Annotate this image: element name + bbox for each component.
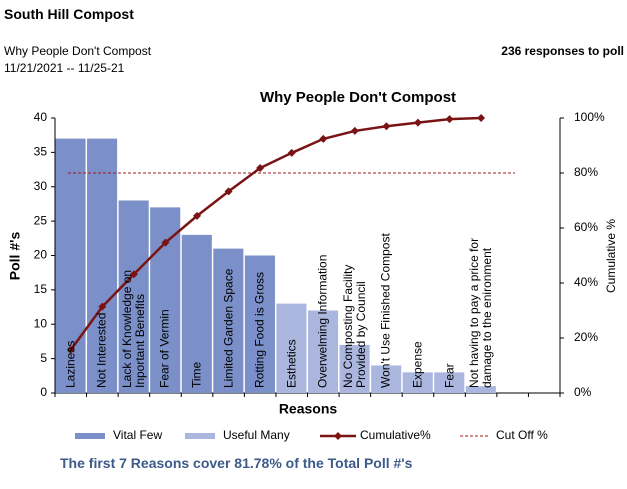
bar <box>276 303 307 393</box>
y-tick-label: 20 <box>34 248 48 262</box>
bar <box>371 365 402 393</box>
bar <box>339 344 370 393</box>
cumulative-point <box>319 134 328 143</box>
bar <box>465 386 496 393</box>
bar <box>213 248 244 393</box>
footer: The first 7 Reasons cover 81.78% of the … <box>60 455 413 471</box>
bar <box>181 234 212 393</box>
x-axis-label: Reasons <box>279 401 338 417</box>
category-label: Rotting Food is Gross <box>252 271 267 388</box>
legend-label: Cut Off % <box>496 428 548 442</box>
y-tick-label: 25 <box>34 213 48 227</box>
cumulative-line <box>69 116 482 351</box>
bar <box>308 310 339 393</box>
bar <box>150 207 181 393</box>
y2-tick-label: 40% <box>574 275 598 289</box>
y-axis-label: Poll #'s <box>7 232 23 281</box>
y-tick-label: 40 <box>34 110 48 124</box>
category-label: Lack of Knowledge on Inportant Benefits <box>119 269 147 388</box>
legend-swatch <box>185 433 215 439</box>
category-label: Fear of Vermin <box>157 309 172 388</box>
page-title: South Hill Compost <box>4 6 134 22</box>
bar <box>244 255 275 393</box>
legend-swatch <box>334 432 342 440</box>
chart-title: Why People Don't Compost <box>260 89 456 106</box>
y-tick-label: 5 <box>40 351 47 365</box>
cumulative-point <box>445 115 454 124</box>
category-label: Esthetics <box>284 339 299 388</box>
legend-swatch <box>75 433 105 439</box>
y-tick-label: 30 <box>34 179 48 193</box>
y2-tick-label: 80% <box>574 165 598 179</box>
dates: 11/21/2021 -- 11/25-21 <box>4 61 125 75</box>
y-tick-label: 0 <box>40 385 47 399</box>
legend-label: Vital Few <box>113 428 162 442</box>
category-label: Expense <box>410 341 425 388</box>
y-tick-label: 15 <box>34 282 48 296</box>
y2-tick-label: 60% <box>574 220 598 234</box>
bar <box>402 372 433 393</box>
y2-tick-label: 20% <box>574 330 598 344</box>
y2-axis-label: Cumulative % <box>604 219 618 293</box>
bar <box>87 138 118 393</box>
legend-label: Useful Many <box>223 428 290 442</box>
y-tick-label: 10 <box>34 316 48 330</box>
cumulative-point <box>98 302 107 311</box>
cumulative-point <box>193 211 202 220</box>
y2-tick-label: 0% <box>574 385 592 399</box>
category-label: Laziness <box>63 340 78 388</box>
responses: 236 responses to poll <box>501 44 624 58</box>
legend-label: Cumulative% <box>360 428 431 442</box>
cumulative-point <box>129 270 138 279</box>
category-label: Limited Garden Space <box>221 268 236 388</box>
cumulative-point <box>161 238 170 247</box>
category-label: Not Interested <box>94 312 109 388</box>
subtitle: Why People Don't Compost <box>4 44 152 58</box>
category-label: Fear <box>442 363 457 388</box>
category-label: Overwelming Information <box>315 254 330 388</box>
bar <box>118 200 149 393</box>
category-label: Not having to pay a price for damage to … <box>467 237 495 388</box>
bar <box>434 372 465 393</box>
y2-tick-label: 100% <box>574 110 605 124</box>
cumulative-point <box>66 345 75 354</box>
cumulative-point <box>287 148 296 157</box>
cumulative-point <box>382 122 391 131</box>
cumulative-point <box>477 114 486 122</box>
category-label: Won't Use Finished Compost <box>378 233 393 388</box>
category-label: No Composting Facility Provided by Counc… <box>340 264 368 388</box>
cumulative-point <box>350 126 359 135</box>
y-tick-label: 35 <box>34 145 48 159</box>
cumulative-point <box>256 164 265 173</box>
category-label: Time <box>189 361 204 388</box>
cumulative-point <box>413 118 422 127</box>
cumulative-point <box>224 187 233 196</box>
